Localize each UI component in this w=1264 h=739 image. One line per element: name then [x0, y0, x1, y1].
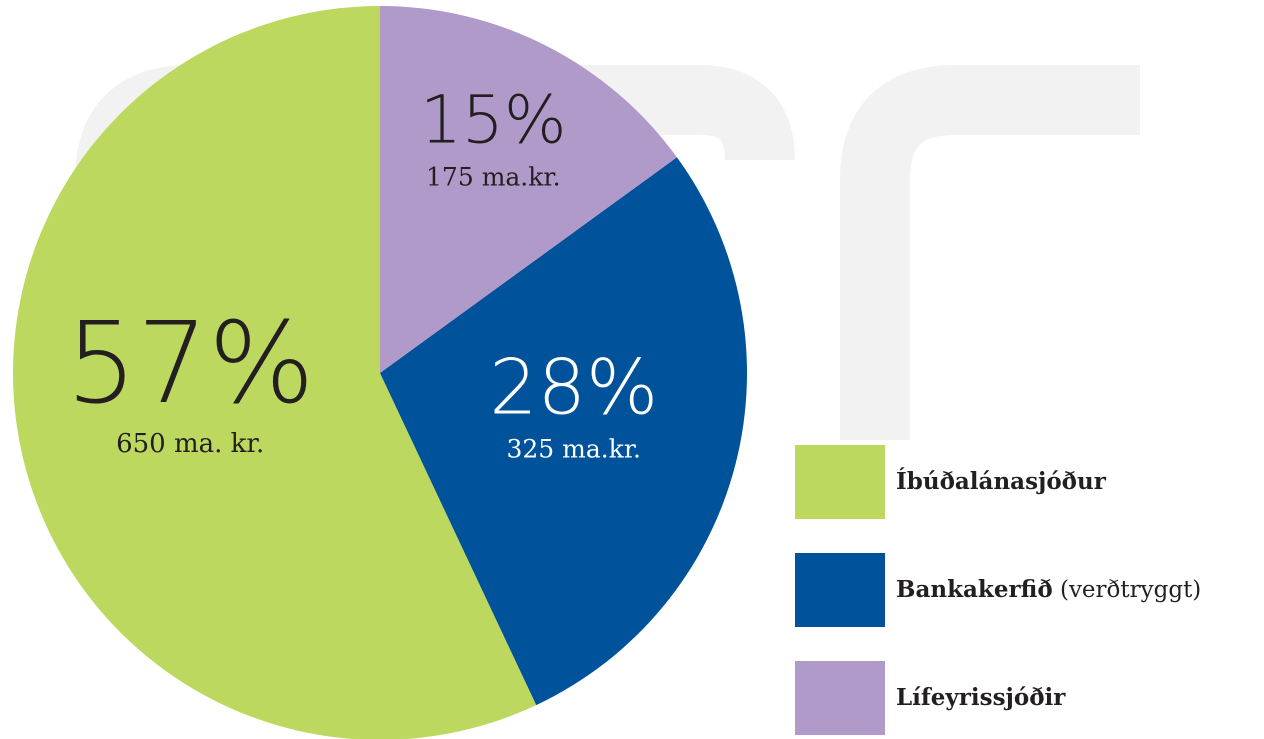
- legend-label: Lífeyrissjóðir: [896, 684, 1066, 711]
- percent-label: 15%: [420, 82, 567, 159]
- amount-label: 650 ma. kr.: [116, 429, 264, 459]
- percent-label: 57%: [66, 299, 315, 429]
- legend: Íbúðalánasjóður Bankakerfið (verðtryggt) L…: [795, 445, 1201, 735]
- legend-label: Bankakerfið (verðtryggt): [896, 576, 1201, 603]
- legend-label: Íbúðalánasjóður: [896, 468, 1107, 495]
- pie-slice: [13, 6, 537, 739]
- pie-slice: [380, 6, 677, 373]
- pie: [13, 6, 747, 739]
- legend-swatch: [795, 445, 885, 519]
- legend-swatch: [795, 661, 885, 735]
- pie-slice: [380, 157, 747, 706]
- percent-label: 28%: [489, 343, 658, 432]
- slice-labels: 57%650 ma. kr. 28% 325 ma.kr. 15% 175 ma.kr.: [66, 82, 658, 464]
- amount-label: 325 ma.kr.: [506, 435, 641, 464]
- legend-swatch: [795, 553, 885, 627]
- watermark-arc: [840, 65, 1140, 440]
- amount-label: 175 ma.kr.: [426, 163, 561, 192]
